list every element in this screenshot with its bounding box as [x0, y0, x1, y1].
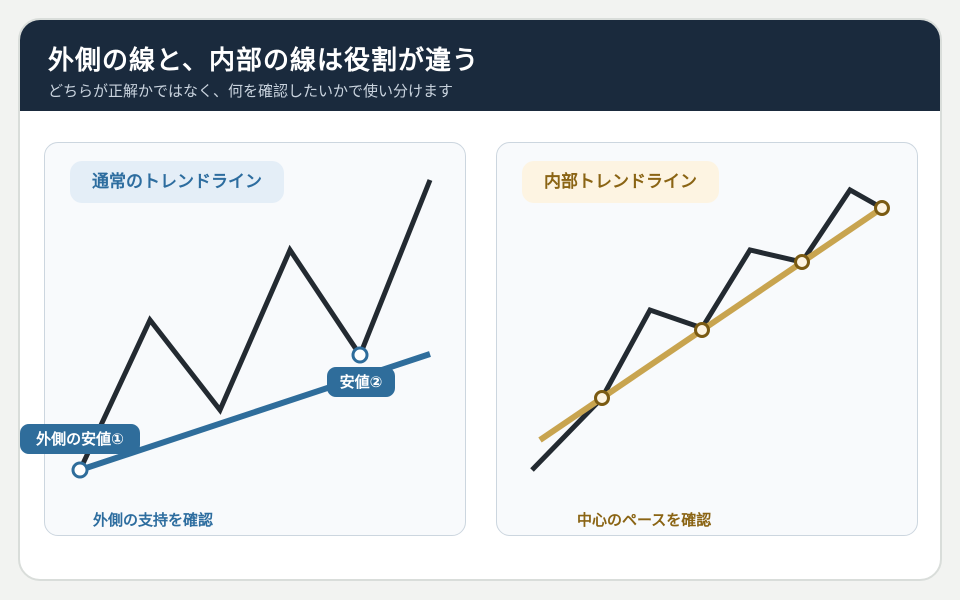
outer-low2-marker [351, 346, 369, 364]
internal-touch-marker-4 [874, 200, 890, 216]
internal-trendline-panel: 内部トレンドライン 中心のペースを確認 [496, 142, 918, 536]
outer-low1-label: 外側の安値① [35, 430, 124, 448]
outer-low1-tag: 外側の安値① [20, 424, 140, 454]
outer-support-caption: 外側の支持を確認 [93, 511, 214, 529]
internal-touch-marker-1 [594, 390, 610, 406]
internal-touch-marker-3 [794, 254, 810, 270]
right-price-line [530, 186, 884, 472]
main-card: 外側の線と、内部の線は役割が違う どちらが正解かではなく、何を確認したいかで使い… [18, 18, 942, 581]
internal-center-trendline [538, 205, 884, 443]
standard-trendline-label: 通常のトレンドライン [70, 161, 284, 203]
outer-low1-marker [71, 461, 89, 479]
header-banner: 外側の線と、内部の線は役割が違う どちらが正解かではなく、何を確認したいかで使い… [20, 20, 940, 111]
outer-low2-label: 安値② [340, 373, 383, 391]
page-subtitle: どちらが正解かではなく、何を確認したいかで使い分けます [48, 82, 454, 100]
internal-touch-marker-2 [694, 322, 710, 338]
center-pace-caption: 中心のペースを確認 [577, 511, 712, 529]
internal-trendline-label: 内部トレンドライン [522, 161, 719, 203]
page-title: 外側の線と、内部の線は役割が違う [48, 46, 479, 76]
left-price-line [77, 179, 433, 472]
standard-trendline-panel: 通常のトレンドライン 外側の支持を確認 [44, 142, 466, 536]
outer-low2-tag: 安値② [327, 367, 395, 397]
